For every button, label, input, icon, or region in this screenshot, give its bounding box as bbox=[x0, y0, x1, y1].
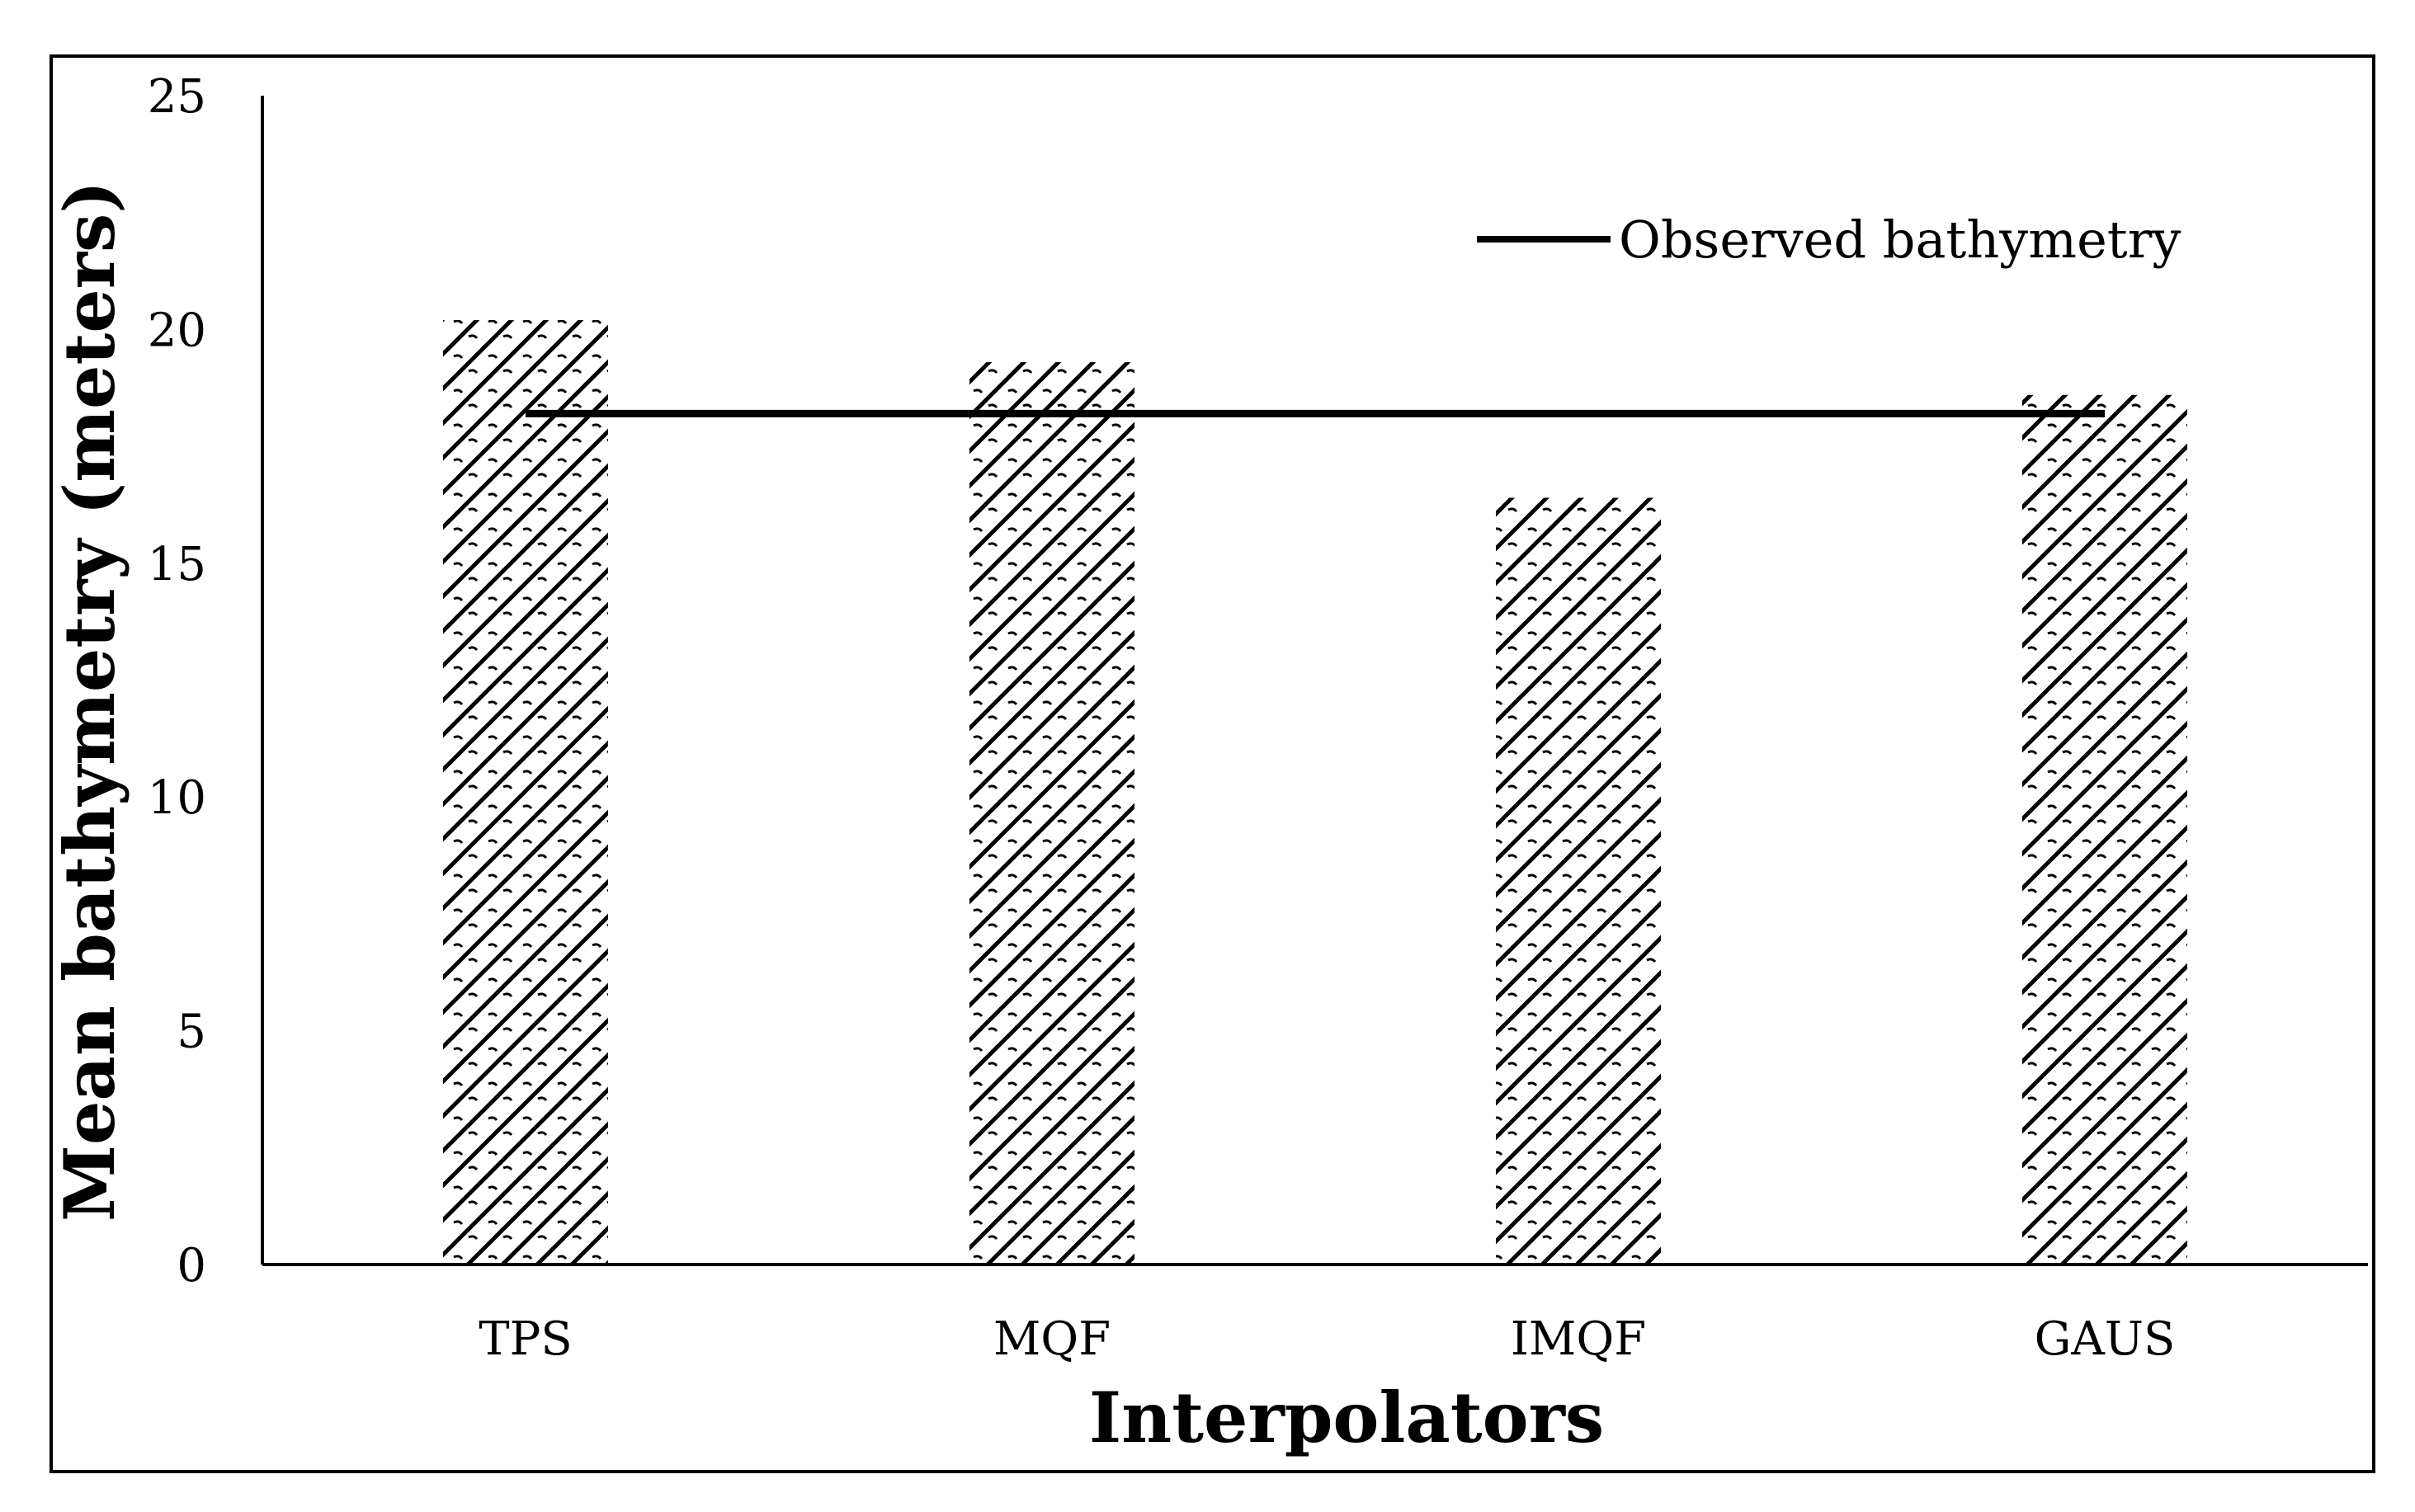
y-tick-label: 5 bbox=[177, 1006, 206, 1059]
y-tick-label: 0 bbox=[177, 1239, 206, 1293]
y-tick-label: 15 bbox=[148, 538, 206, 591]
bar-mqf bbox=[969, 362, 1134, 1265]
x-tick-label-imqf: IMQF bbox=[1511, 1312, 1646, 1366]
legend: Observed bathymetry bbox=[1477, 210, 2181, 270]
y-tick-labels: 0 5 10 15 20 25 bbox=[148, 70, 206, 1293]
x-tick-labels: TPS MQF IMQF GAUS bbox=[479, 1312, 2175, 1366]
x-tick-label-tps: TPS bbox=[479, 1312, 572, 1366]
y-axis-title: Mean bathymetry (meters) bbox=[49, 181, 130, 1222]
y-tick-label: 20 bbox=[148, 304, 206, 357]
y-tick-label: 25 bbox=[148, 70, 206, 124]
chart-frame bbox=[50, 54, 2375, 1473]
bar-tps bbox=[443, 320, 608, 1265]
legend-label: Observed bathymetry bbox=[1619, 210, 2181, 270]
bar-gaus bbox=[2022, 394, 2187, 1265]
bars-layer bbox=[443, 320, 2187, 1265]
bar-imqf bbox=[1496, 497, 1661, 1265]
y-tick-label: 10 bbox=[148, 771, 206, 825]
x-axis-title: Interpolators bbox=[1089, 1377, 1604, 1458]
x-tick-label-gaus: GAUS bbox=[2035, 1312, 2176, 1366]
x-tick-label-mqf: MQF bbox=[993, 1312, 1111, 1366]
